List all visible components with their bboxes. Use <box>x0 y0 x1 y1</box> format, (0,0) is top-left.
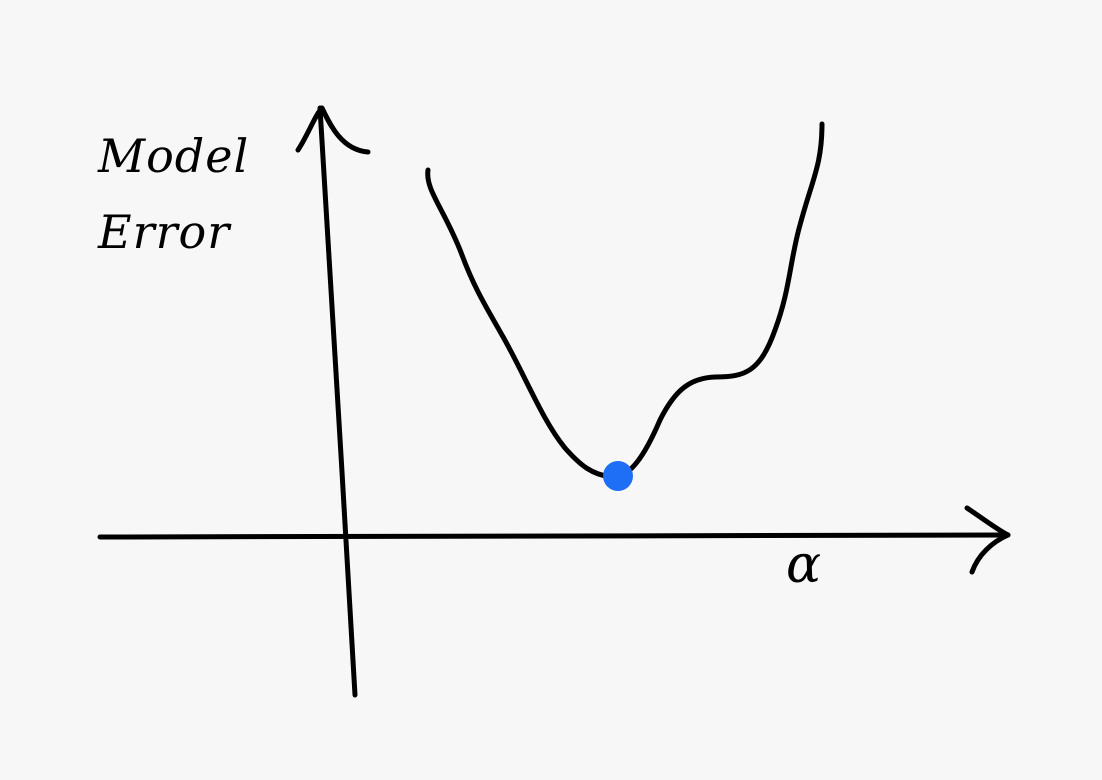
y-axis-line <box>317 105 358 698</box>
y-axis-label-line1: Model <box>97 129 249 183</box>
y-axis-arrowhead <box>295 105 371 155</box>
x-axis-label: α <box>786 535 821 595</box>
y-axis-label-line2: Error <box>97 205 232 259</box>
error-curve <box>425 121 825 480</box>
minimum-point <box>603 461 633 491</box>
x-axis-line <box>97 532 1011 540</box>
x-axis-arrowhead <box>964 505 1011 575</box>
